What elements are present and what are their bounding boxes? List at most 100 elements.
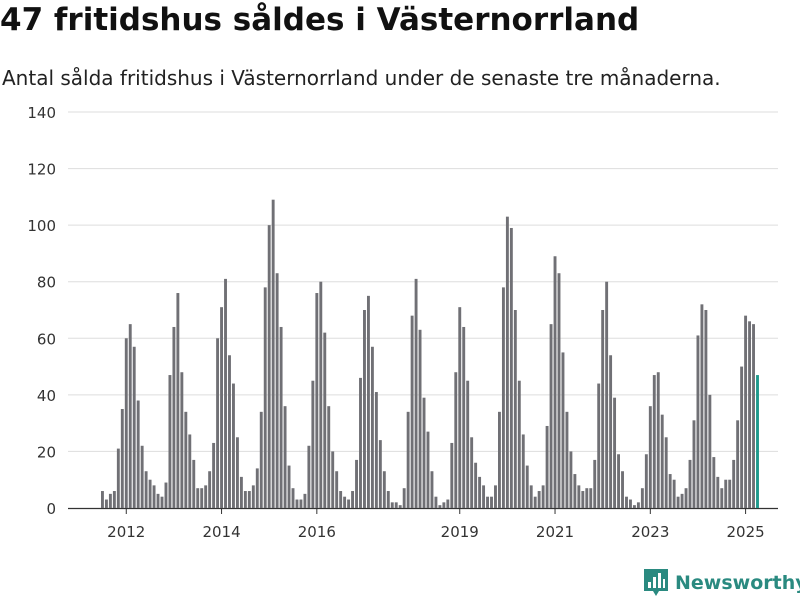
bar (374, 392, 378, 508)
bar-chart-logo-icon (644, 569, 668, 596)
bar (235, 437, 239, 508)
bar (156, 493, 160, 508)
chart-subtitle: Antal sålda fritidshus i Västernorrland … (2, 66, 721, 90)
bar (498, 411, 501, 508)
bar (347, 499, 351, 508)
bar (414, 278, 418, 508)
bar (172, 326, 176, 508)
bar (676, 496, 680, 508)
bar (621, 471, 624, 508)
bar (418, 329, 422, 508)
bar (196, 488, 200, 508)
bar (509, 227, 513, 508)
bar (450, 442, 454, 508)
bar (740, 366, 744, 508)
bar (732, 459, 736, 508)
bar (128, 324, 132, 508)
bar (247, 491, 251, 508)
bar (617, 454, 620, 508)
y-tick-label: 120 (27, 161, 56, 179)
y-tick-label: 80 (37, 274, 56, 292)
brand[interactable]: Newsworthy (644, 569, 800, 597)
bar-chart: 0 20 40 60 80 100 120 140 2012 2014 2016 2019 2021 20… (27, 0, 800, 541)
bar (382, 471, 386, 508)
bar (188, 434, 192, 508)
bar (505, 216, 509, 508)
bar (569, 451, 573, 508)
bar (291, 488, 295, 508)
bar (680, 493, 684, 508)
bar (593, 459, 597, 508)
bar (315, 293, 319, 508)
x-tick-label: 2025 (726, 523, 764, 541)
bar (756, 375, 759, 508)
bar (140, 445, 144, 508)
bar (394, 502, 398, 508)
bar (521, 434, 525, 508)
bar (613, 397, 617, 508)
bar (410, 315, 414, 508)
bar (748, 321, 752, 508)
bar (363, 310, 366, 508)
bar (307, 445, 311, 508)
page-title: 47 fritidshus såldes i Västernorrland (0, 2, 640, 38)
bar (366, 295, 370, 508)
bar (672, 479, 676, 508)
bar (120, 409, 124, 508)
bar (585, 488, 589, 508)
bar (386, 491, 390, 508)
bar (220, 307, 223, 508)
bar (232, 383, 235, 508)
bar (720, 488, 724, 508)
bar (224, 278, 227, 508)
bar (557, 273, 561, 508)
bar (668, 474, 672, 508)
y-tick-label: 0 (46, 500, 56, 518)
bar (458, 307, 462, 508)
bar (168, 375, 172, 508)
bar (343, 496, 347, 508)
bar (136, 400, 140, 508)
bar (351, 491, 355, 508)
bar (525, 465, 529, 508)
bar (124, 338, 128, 508)
bar (716, 476, 720, 508)
bar (112, 491, 116, 508)
bar (601, 310, 605, 508)
bar (255, 468, 259, 508)
bar (541, 485, 545, 508)
bar (434, 496, 438, 508)
bar (287, 465, 291, 508)
bar (335, 471, 339, 508)
bar (696, 335, 700, 508)
bar (549, 324, 553, 508)
bar (656, 372, 660, 508)
bar (573, 474, 577, 508)
bar (486, 496, 489, 508)
bar (164, 482, 168, 508)
x-tick-label: 2016 (298, 523, 336, 541)
bar (378, 440, 382, 508)
bar (390, 502, 394, 508)
bar (454, 372, 458, 508)
bar (597, 383, 601, 508)
bar (239, 476, 243, 508)
bar (529, 485, 533, 508)
bar (648, 406, 652, 508)
bar (744, 315, 748, 508)
bar (263, 287, 267, 508)
bar (327, 406, 331, 508)
bar (724, 479, 728, 508)
bar (470, 437, 474, 508)
bar (271, 199, 275, 508)
bar (462, 326, 466, 508)
bar (629, 499, 632, 508)
bar (652, 375, 656, 508)
y-tick-label: 100 (27, 217, 56, 235)
bar (517, 380, 521, 508)
bar (370, 346, 374, 508)
bar (295, 499, 299, 508)
bar (402, 488, 406, 508)
bar (152, 485, 156, 508)
bar (430, 471, 434, 508)
